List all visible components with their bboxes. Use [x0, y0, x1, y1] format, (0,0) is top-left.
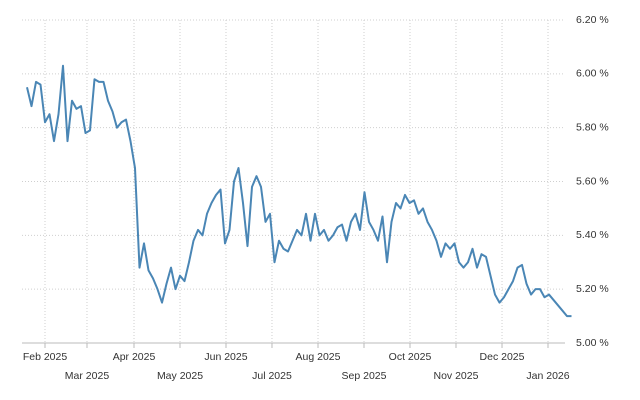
x-tick-label: Feb 2025: [23, 351, 68, 363]
y-tick-label: 5.60 %: [576, 175, 609, 187]
x-tick-label: Mar 2025: [65, 370, 110, 382]
y-tick-label: 5.80 %: [576, 121, 609, 133]
x-tick-label: May 2025: [157, 370, 203, 382]
line-series: [26, 64, 572, 318]
x-tick-label: Aug 2025: [296, 351, 341, 363]
x-tick-label: Jul 2025: [252, 370, 292, 382]
x-tick-label: Oct 2025: [389, 351, 432, 363]
y-tick-label: 5.20 %: [576, 283, 609, 295]
x-tick-label: Jan 2026: [526, 370, 569, 382]
x-tick-label: Sep 2025: [342, 370, 387, 382]
y-tick-label: 5.40 %: [576, 229, 609, 241]
y-tick-label: 6.20 %: [576, 14, 609, 26]
y-tick-label: 5.00 %: [576, 337, 609, 349]
x-tick-label: Dec 2025: [480, 351, 525, 363]
x-tick-label: Apr 2025: [113, 351, 156, 363]
y-tick-label: 6.00 %: [576, 68, 609, 80]
x-tick-label: Nov 2025: [434, 370, 479, 382]
x-tick-label: Jun 2025: [204, 351, 247, 363]
